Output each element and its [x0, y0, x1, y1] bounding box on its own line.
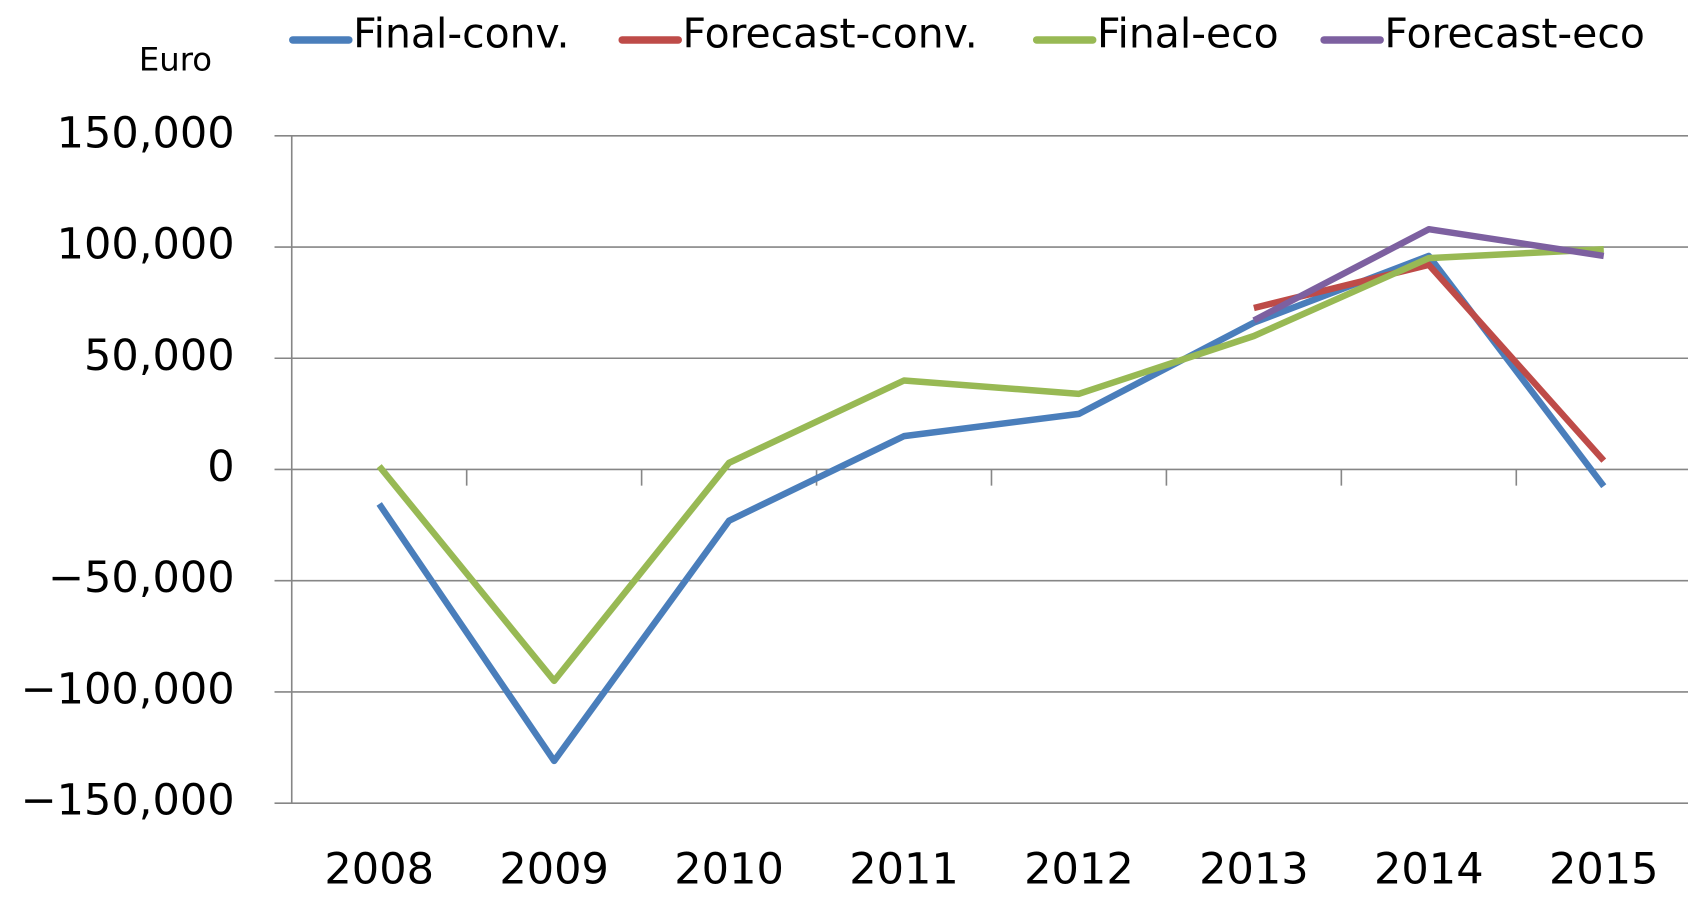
y-tick-label: −100,000 [21, 664, 235, 714]
legend-label: Forecast-eco [1384, 10, 1644, 58]
x-tick-label: 2011 [849, 845, 959, 895]
y-axis-label: Euro [139, 40, 212, 78]
x-tick-label: 2013 [1199, 845, 1309, 895]
x-tick-label: 2010 [674, 845, 784, 895]
y-tick-label: 150,000 [57, 108, 235, 158]
legend-label: Forecast-conv. [683, 10, 978, 58]
x-tick-label: 2012 [1024, 845, 1134, 895]
y-tick-label: 50,000 [84, 331, 235, 381]
x-tick-label: 2008 [324, 845, 434, 895]
x-tick-label: 2015 [1549, 845, 1659, 895]
series-line [376, 252, 1607, 765]
y-tick-label: 100,000 [57, 220, 235, 270]
legend-label: Final-conv. [353, 10, 569, 58]
legend-label: Final-eco [1097, 10, 1279, 58]
y-tick-label: −150,000 [21, 776, 235, 826]
x-tick-label: 2014 [1374, 845, 1484, 895]
series-line [1252, 225, 1605, 324]
y-tick-label: −50,000 [48, 553, 235, 603]
x-tick-label: 2009 [499, 845, 609, 895]
series-line [376, 246, 1604, 685]
y-tick-label: 0 [207, 442, 234, 492]
